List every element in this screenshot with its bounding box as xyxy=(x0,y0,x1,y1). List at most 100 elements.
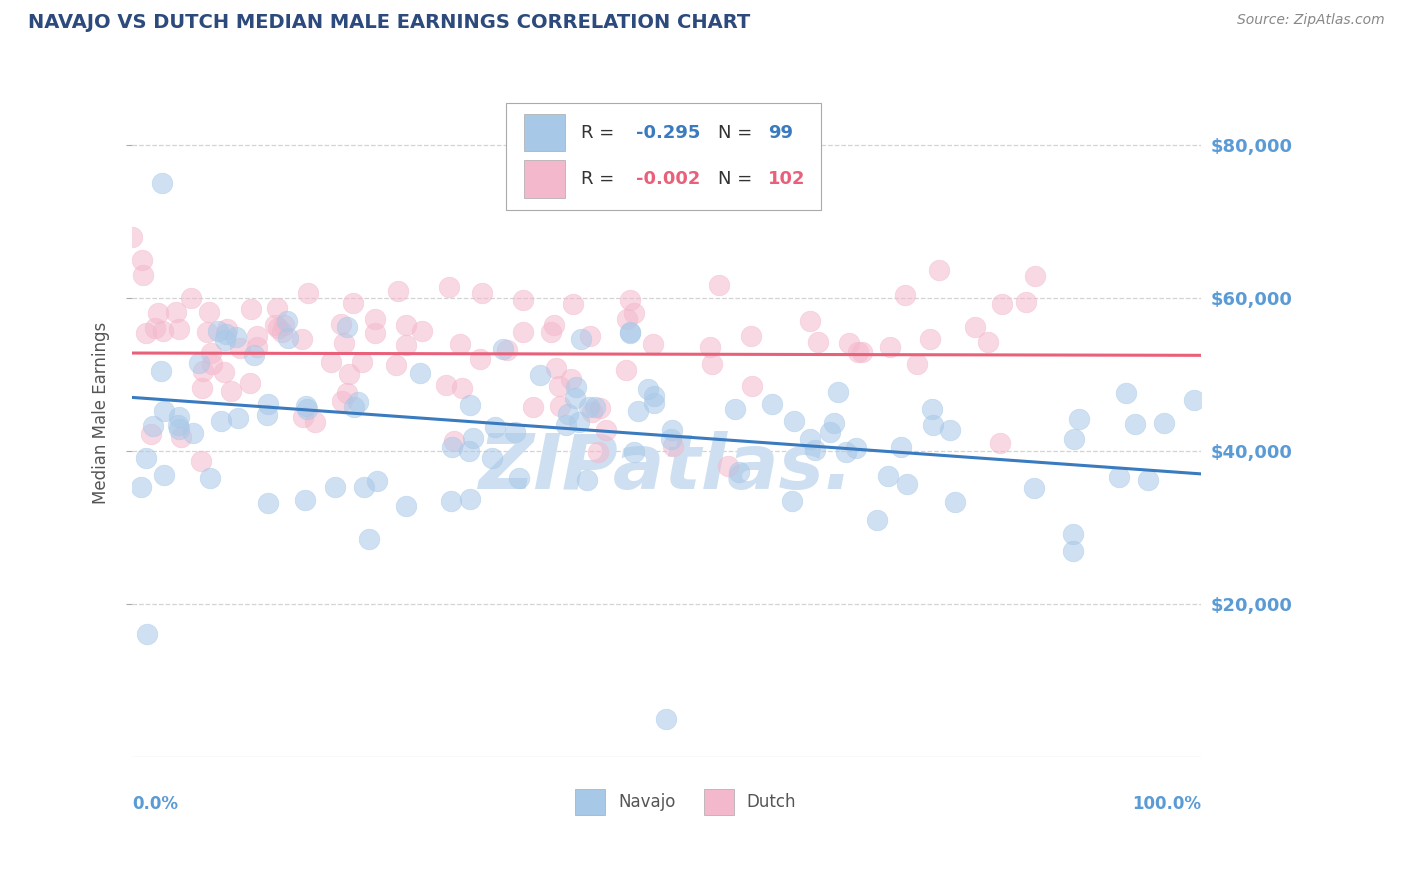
Point xyxy=(323,480,346,494)
Point xyxy=(257,496,280,510)
Point xyxy=(838,335,860,350)
Point xyxy=(495,343,517,358)
Point xyxy=(304,415,326,429)
Point xyxy=(411,324,433,338)
Point xyxy=(180,291,202,305)
Text: ZIPatlas.: ZIPatlas. xyxy=(479,431,853,505)
Point xyxy=(198,305,221,319)
Point xyxy=(659,432,682,446)
Point xyxy=(471,285,494,300)
Point xyxy=(458,491,481,506)
Point xyxy=(522,401,544,415)
Point xyxy=(266,301,288,315)
Point xyxy=(578,400,600,414)
Point xyxy=(461,431,484,445)
Point xyxy=(263,318,285,333)
Point xyxy=(150,364,173,378)
Point xyxy=(890,440,912,454)
Point xyxy=(724,401,747,416)
Point xyxy=(353,480,375,494)
Point xyxy=(167,417,190,432)
Point xyxy=(145,321,167,335)
Point xyxy=(129,480,152,494)
Point xyxy=(277,331,299,345)
Point xyxy=(243,348,266,362)
Point xyxy=(661,423,683,437)
Point xyxy=(655,712,678,726)
FancyBboxPatch shape xyxy=(704,789,734,814)
Point xyxy=(169,410,191,425)
Point xyxy=(385,358,408,372)
Point xyxy=(921,402,943,417)
Point xyxy=(804,443,827,458)
Text: R =: R = xyxy=(581,169,620,187)
Point xyxy=(239,376,262,390)
Point xyxy=(201,357,224,371)
Point xyxy=(291,332,314,346)
Point xyxy=(330,393,353,408)
Point xyxy=(589,401,612,416)
Point xyxy=(905,357,928,371)
FancyBboxPatch shape xyxy=(506,103,821,210)
Point xyxy=(229,342,252,356)
Point xyxy=(939,423,962,437)
Point xyxy=(988,436,1011,450)
Point xyxy=(540,326,562,340)
Point xyxy=(131,252,153,267)
Point xyxy=(198,471,221,485)
Point xyxy=(928,262,950,277)
Point xyxy=(271,326,294,340)
Point xyxy=(1024,269,1046,284)
Point xyxy=(508,471,530,485)
Point xyxy=(1022,481,1045,495)
Point xyxy=(132,268,155,282)
Point xyxy=(152,325,174,339)
Point xyxy=(761,396,783,410)
Text: R =: R = xyxy=(581,123,620,142)
Point xyxy=(297,286,319,301)
Point xyxy=(337,367,360,381)
Point xyxy=(267,320,290,334)
Point xyxy=(295,399,318,413)
Point xyxy=(851,344,873,359)
Text: 100.0%: 100.0% xyxy=(1132,795,1201,813)
Point xyxy=(239,301,262,316)
Point xyxy=(512,326,534,340)
Point xyxy=(121,229,143,244)
Point xyxy=(359,533,381,547)
Point xyxy=(641,336,664,351)
Point xyxy=(333,335,356,350)
Point xyxy=(548,399,571,413)
Text: N =: N = xyxy=(717,169,758,187)
Point xyxy=(366,474,388,488)
Point xyxy=(614,363,637,377)
Point xyxy=(439,494,461,508)
Point xyxy=(554,417,576,432)
Point xyxy=(619,325,641,339)
FancyBboxPatch shape xyxy=(524,113,565,152)
Point xyxy=(135,326,157,341)
Point xyxy=(728,466,751,480)
Point xyxy=(167,422,190,436)
Point xyxy=(835,445,858,459)
FancyBboxPatch shape xyxy=(575,789,606,814)
Point xyxy=(190,454,212,468)
Point xyxy=(576,473,599,487)
Text: 99: 99 xyxy=(768,123,793,142)
FancyBboxPatch shape xyxy=(524,160,565,198)
Point xyxy=(543,318,565,332)
Point xyxy=(780,493,803,508)
Point xyxy=(256,409,278,423)
Point xyxy=(342,296,364,310)
Point xyxy=(568,415,591,429)
Point xyxy=(1108,470,1130,484)
Y-axis label: Median Male Earnings: Median Male Earnings xyxy=(93,322,110,504)
Point xyxy=(619,326,641,340)
Point xyxy=(434,377,457,392)
Point xyxy=(215,327,238,342)
Point xyxy=(443,434,465,449)
Point xyxy=(976,334,998,349)
Point xyxy=(845,441,868,455)
Point xyxy=(699,340,721,354)
Point xyxy=(894,287,917,301)
